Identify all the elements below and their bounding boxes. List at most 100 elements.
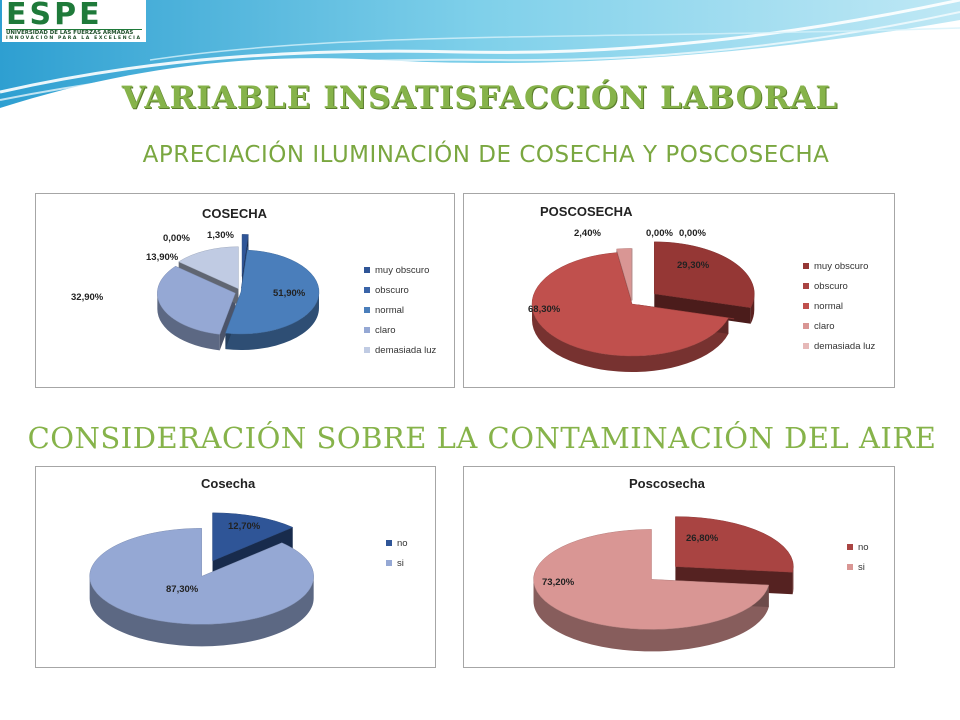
logo-motto: INNOVACIÓN PARA LA EXCELENCIA [6,36,142,41]
legend-item: si [386,553,408,573]
legend-label: normal [814,300,844,312]
legend-swatch [803,303,809,309]
chart-title: POSCOSECHA [540,204,633,219]
chart-panel-cosecha-air: Cosecha 12,70% 87,30% no si [35,466,436,668]
legend-item: no [386,533,408,553]
data-label: 51,90% [273,288,306,299]
pie-slices [89,512,314,647]
legend-item: demasiada luz [364,340,436,360]
legend-item: no [847,537,869,557]
pie-slices [157,234,320,351]
data-label: 29,30% [677,260,710,271]
espe-logo: ESPE UNIVERSIDAD DE LAS FUERZAS ARMADAS … [2,0,146,42]
pie-slice-normal [225,249,320,335]
pie-chart-cosecha-air: 12,70% 87,30% [89,512,314,647]
legend-label: claro [375,324,396,336]
data-label: 87,30% [166,584,199,595]
legend-label: obscuro [814,280,848,292]
pie-slices [531,241,755,372]
chart-title: Cosecha [201,476,256,491]
pie-slices [533,516,794,652]
pie-chart-poscosecha-lighting: 29,30% 0,00% 68,30% 2,40% 0,00% [528,228,755,372]
pie-slice-no [212,512,294,562]
legend-swatch [803,263,809,269]
legend-swatch [364,287,370,293]
legend-item: muy obscuro [803,256,875,276]
header-wave-decoration [0,0,960,108]
pie-slice-side [792,566,794,595]
legend-item: obscuro [803,276,875,296]
legend-label: no [397,537,408,549]
chart-legend: no si [847,537,869,577]
data-label: 73,20% [542,577,575,588]
pie-slice-side [533,579,769,652]
pie-slice-no [675,516,794,573]
data-label: 68,30% [528,304,561,315]
chart-legend: no si [386,533,408,573]
pie-slice-side [225,292,319,350]
legend-label: si [397,557,404,569]
legend-swatch [364,307,370,313]
pie-slice-muy-obscuro [241,234,249,277]
legend-label: claro [814,320,835,332]
logo-wordmark: ESPE [6,0,103,32]
data-label: 12,70% [228,521,261,532]
logo-university-name: UNIVERSIDAD DE LAS FUERZAS ARMADAS [6,30,134,36]
chart-panel-poscosecha-air: Poscosecha 26,80% 73,20% no si [463,466,895,668]
legend-item: muy obscuro [364,260,436,280]
pie-slice-cut [219,293,236,351]
data-label: 26,80% [686,533,719,544]
legend-label: muy obscuro [814,260,869,272]
chart-panel-poscosecha-lighting: POSCOSECHA 29,30% 0,00% 68,30% 2,40% 0,00% m… [463,193,895,388]
chart-title: Poscosecha [629,476,705,491]
legend-swatch [803,323,809,329]
legend-swatch [364,327,370,333]
pie-slice-cut [654,293,751,324]
legend-label: muy obscuro [375,264,430,276]
chart-panel-cosecha-lighting: COSECHA 1,30% 0,00% 51,90% 32,90% 13,90% muy… [35,193,455,388]
legend-item: normal [364,300,436,320]
pie-chart-cosecha-lighting: 1,30% 0,00% 51,90% 32,90% 13,90% [71,230,320,351]
legend-swatch [803,343,809,349]
legend-swatch [386,560,392,566]
data-label: 0,00% [646,228,673,239]
page-title: VARIABLE INSATISFACCIÓN LABORAL [121,80,839,116]
pie-slice-side [89,576,314,647]
legend-swatch [364,347,370,353]
legend-label: normal [375,304,405,316]
pie-slice-si [89,528,314,625]
legend-item: demasiada luz [803,336,875,356]
legend-item: normal [803,296,875,316]
pie-slice-side [157,293,220,351]
data-label: 2,40% [574,228,601,239]
pie-slice-normal [531,252,729,357]
pie-slice-demasiada-luz [178,246,239,290]
legend-label: no [858,541,869,553]
data-label: 0,00% [679,228,706,239]
legend-item: claro [803,316,875,336]
legend-swatch [847,564,853,570]
legend-item: si [847,557,869,577]
legend-item: obscuro [364,280,436,300]
chart-title: COSECHA [202,206,268,221]
legend-label: demasiada luz [375,344,437,356]
pie-slice-muy-obscuro [654,241,755,308]
section-title-air-pollution: CONSIDERACIÓN SOBRE LA CONTAMINACIÓN DEL… [27,421,937,455]
legend-swatch [386,540,392,546]
legend-swatch [803,283,809,289]
data-label: 32,90% [71,292,104,303]
data-label: 1,30% [207,230,234,241]
logo-divider [6,29,142,30]
legend-label: demasiada luz [814,340,876,352]
pie-slice-si [533,529,770,630]
legend-label: obscuro [375,284,409,296]
pie-slice-side [532,304,729,372]
section-title-lighting: APRECIACIÓN ILUMINACIÓN DE COSECHA Y POS… [142,142,830,168]
legend-item: claro [364,320,436,340]
data-label: 13,90% [146,252,179,263]
legend-swatch [364,267,370,273]
chart-legend: muy obscuro obscuro normal claro demasiada l… [803,256,875,356]
pie-slice-claro [157,265,236,335]
chart-legend: muy obscuro obscuro normal claro demasiada l… [364,260,436,360]
legend-label: si [858,561,865,573]
